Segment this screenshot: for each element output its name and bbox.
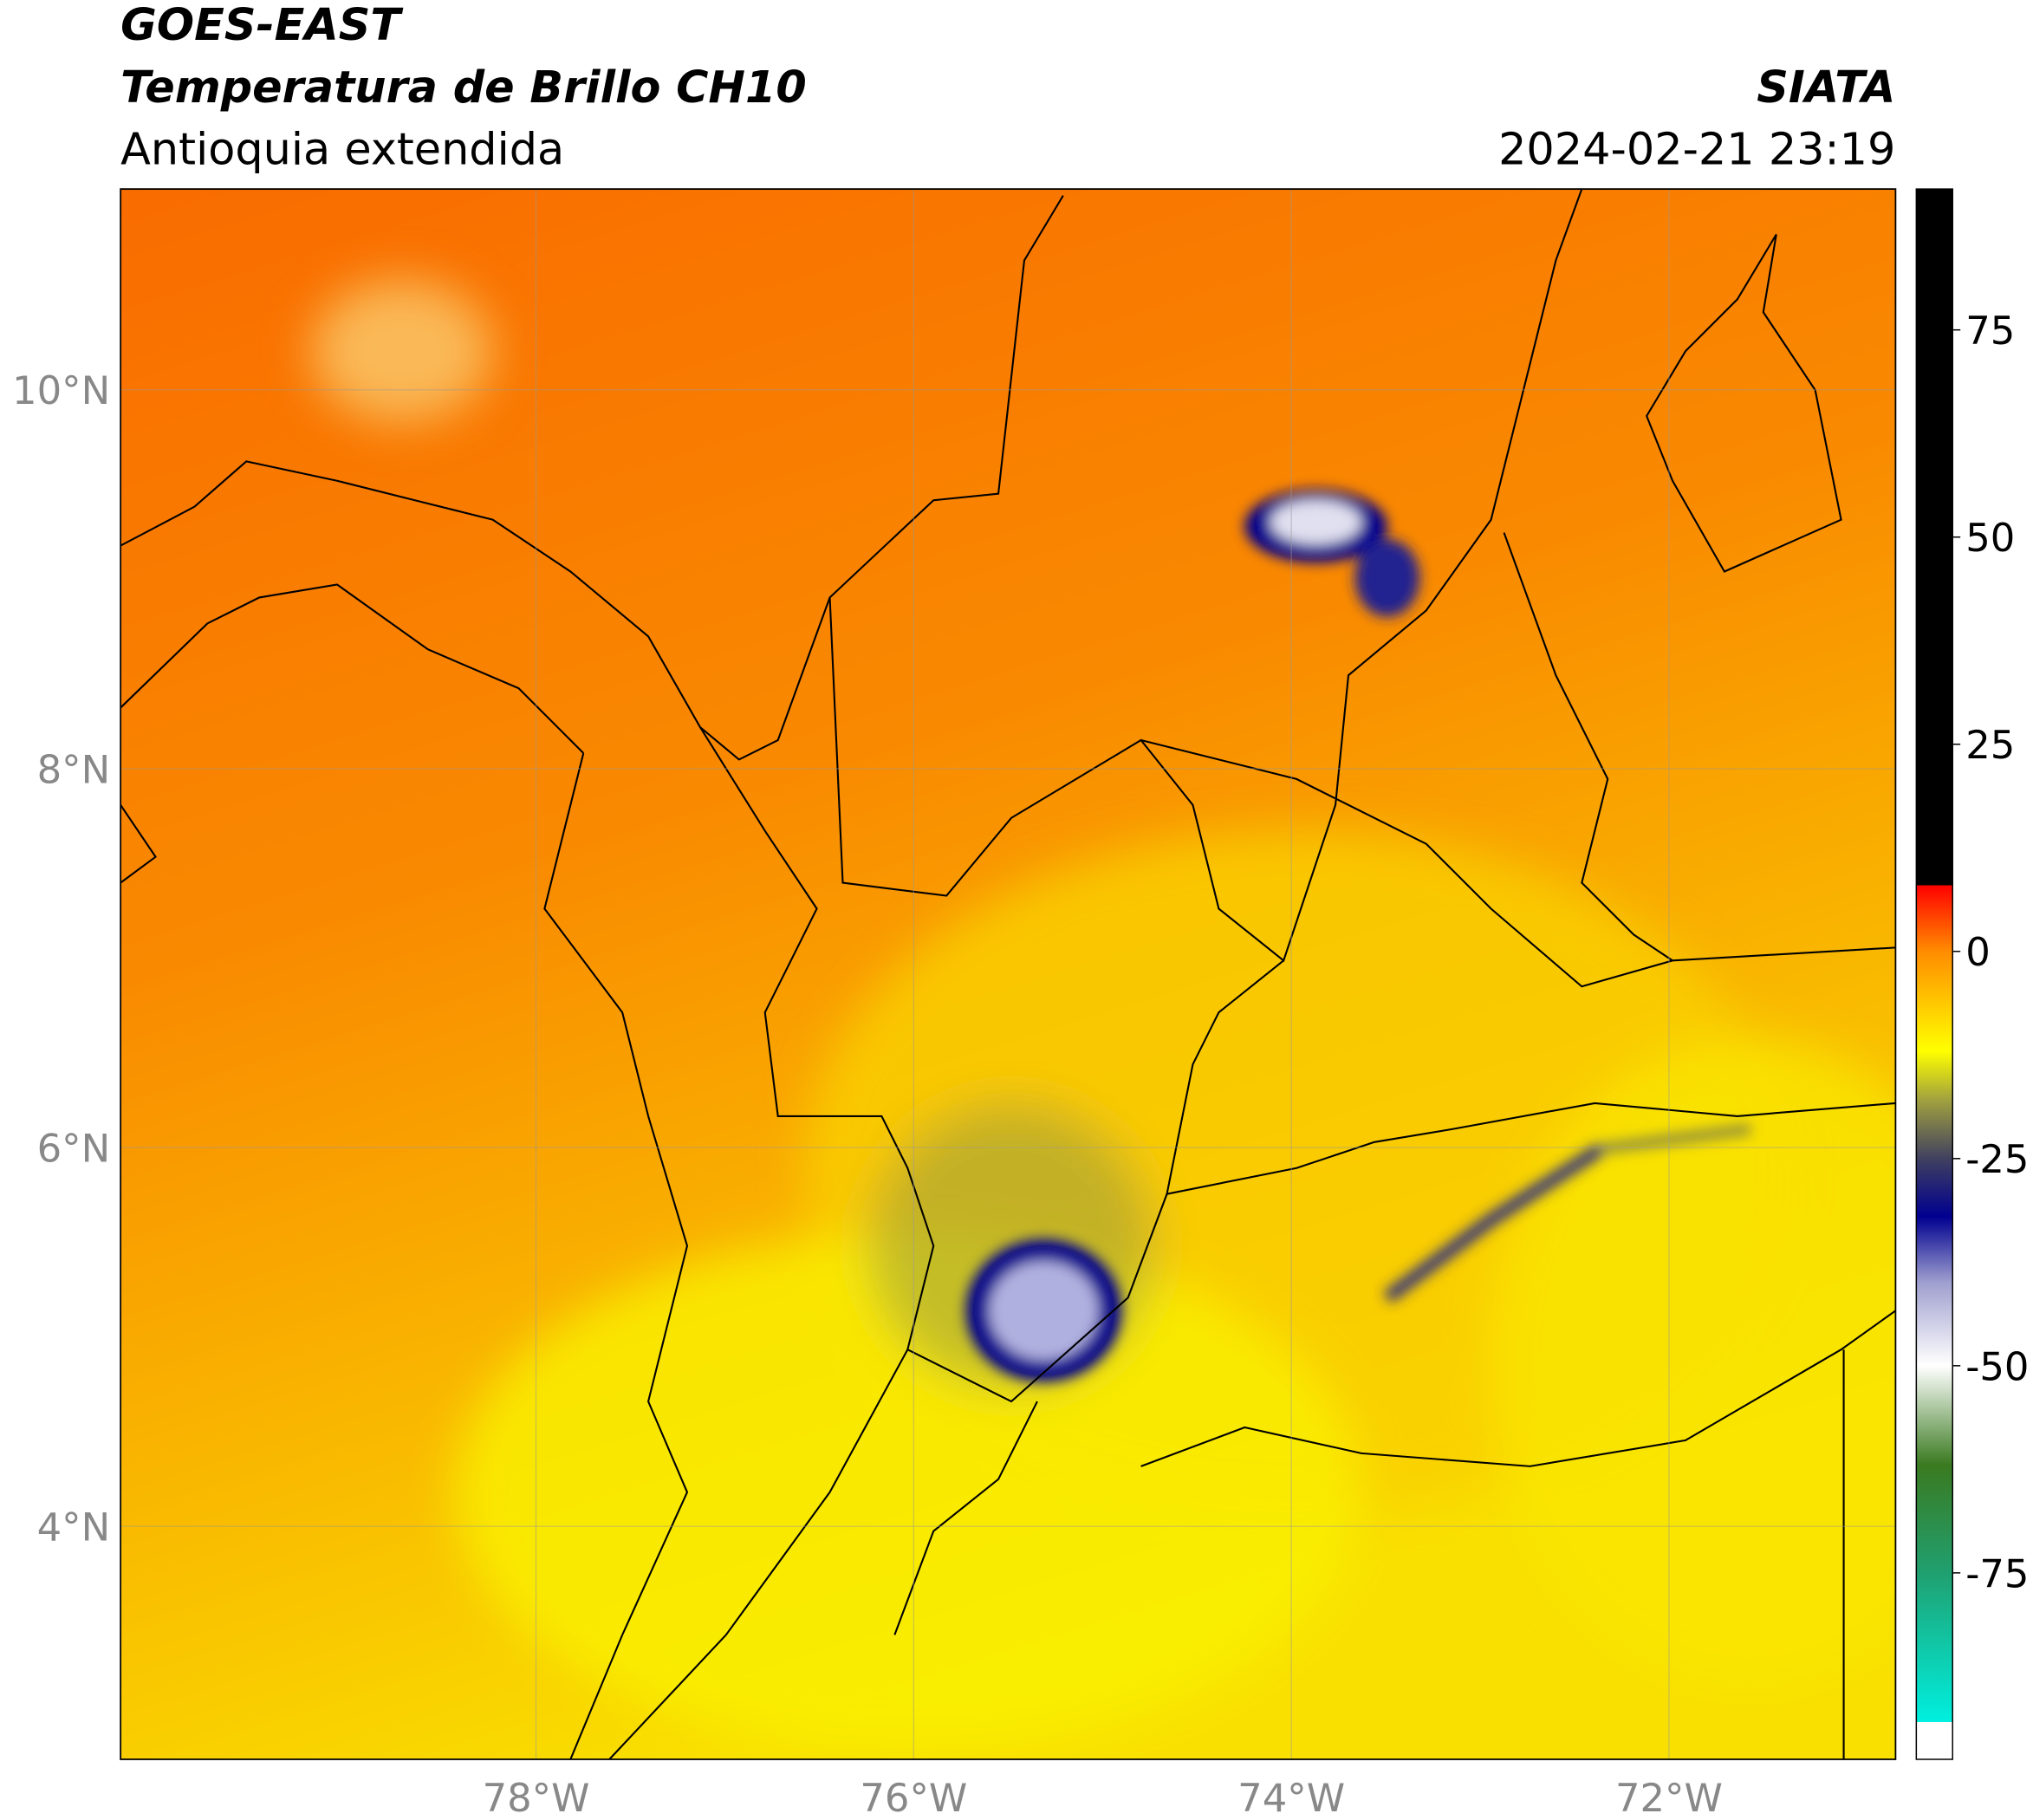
lon-tick-label: 78°W <box>483 1775 590 1820</box>
colorbar-tick-label: -25 <box>1965 1136 2029 1182</box>
region: Antioquia extendida <box>120 124 564 175</box>
map-image <box>120 189 1896 1759</box>
lat-tick-label: 10°N <box>12 367 110 413</box>
colorbar-tick-label: -75 <box>1965 1550 2029 1596</box>
lat-tick-label: 6°N <box>37 1126 111 1172</box>
satellite: GOES-EAST <box>120 0 404 50</box>
lon-tick-label: 72°W <box>1615 1775 1723 1820</box>
lon-tick-label: 76°W <box>860 1775 967 1820</box>
map-frame <box>120 188 1897 1760</box>
lon-tick-label: 74°W <box>1237 1775 1345 1820</box>
colorbar-tick-label: 0 <box>1965 929 1991 975</box>
lat-tick-label: 8°N <box>37 746 111 792</box>
colorbar-tick-label: 25 <box>1965 722 2015 768</box>
datetime: 2024-02-21 23:19 <box>1498 124 1895 175</box>
lat-tick-label: 4°N <box>37 1505 111 1550</box>
colorbar-tick-label: -50 <box>1965 1343 2029 1389</box>
colorbar-tick-label: 75 <box>1965 308 2015 354</box>
colorbar-tick-label: 50 <box>1965 515 2015 561</box>
colorbar <box>1915 188 1953 1760</box>
product: Temperatura de Brillo CH10 <box>120 62 807 113</box>
agency: SIATA <box>1757 62 1895 113</box>
